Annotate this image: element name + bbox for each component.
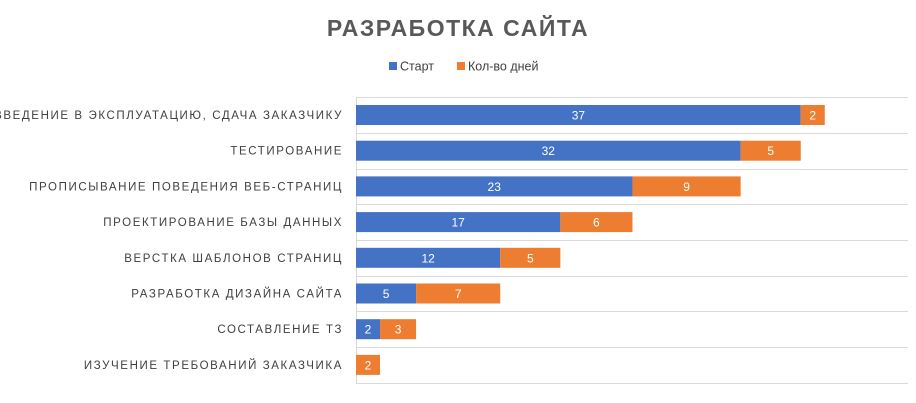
category-label-2: ПРОПИСЫВАНИЕ ПОВЕДЕНИЯ ВЕБ-СТРАНИЦ (29, 181, 343, 193)
bar-duration-1 (740, 140, 801, 161)
category-label-3: ПРОЕКТИРОВАНИЕ БАЗЫ ДАННЫХ (103, 217, 343, 229)
category-label-7: ИЗУЧЕНИЕ ТРЕБОВАНИЙ ЗАКАЗЧИКА (84, 359, 343, 372)
data-label-duration-2: 9 (683, 180, 690, 194)
bar-duration-0 (800, 105, 825, 125)
data-label-start-1: 32 (542, 144, 556, 158)
category-label-1: ТЕСТИРОВАНИЕ (230, 146, 343, 158)
bar-start-6 (356, 319, 381, 340)
data-label-duration-7: 2 (365, 358, 372, 372)
category-label-6: СОСТАВЛЕНИЕ ТЗ (217, 324, 343, 336)
bar-duration-2 (632, 176, 741, 197)
category-label-4: ВЕРСТКА ШАБЛОНОВ СТРАНИЦ (124, 253, 343, 265)
bars: 372325239176125572302 (353, 105, 825, 375)
bar-start-4 (356, 247, 501, 268)
data-label-start-2: 23 (488, 180, 502, 194)
legend-label-1: Кол-во дней (468, 60, 538, 74)
chart-title: РАЗРАБОТКА САЙТА (327, 14, 589, 41)
data-label-duration-6: 3 (395, 323, 402, 337)
bar-duration-5 (416, 283, 501, 304)
bar-duration-7 (356, 354, 381, 375)
data-label-start-5: 5 (383, 287, 390, 301)
data-label-start-4: 12 (421, 251, 435, 265)
legend: Старт Кол-во дней (389, 60, 538, 74)
category-label-0: ВВЕДЕНИЕ В ЭКСПЛУАТАЦИЮ, СДАЧА ЗАКАЗЧИКУ (0, 110, 343, 122)
data-label-duration-1: 5 (767, 144, 774, 158)
bar-duration-4 (500, 247, 561, 268)
bar-start-5 (356, 283, 417, 304)
gridlines (356, 97, 908, 384)
data-label-duration-5: 7 (455, 287, 462, 301)
bar-start-1 (356, 140, 741, 161)
legend-swatch-1 (457, 62, 465, 70)
bar-start-0 (356, 105, 801, 125)
legend-label-0: Старт (400, 60, 434, 74)
category-label-5: РАЗРАБОТКА ДИЗАЙНА САЙТА (131, 288, 343, 301)
bar-start-3 (356, 212, 561, 233)
data-label-duration-3: 6 (593, 216, 600, 230)
data-label-start-6: 2 (365, 323, 372, 337)
bar-start-2 (356, 176, 633, 197)
data-label-duration-4: 5 (527, 251, 534, 265)
data-label-duration-0: 2 (809, 109, 816, 123)
bar-duration-3 (560, 212, 633, 233)
data-label-start-0: 37 (572, 109, 586, 123)
category-labels: ВВЕДЕНИЕ В ЭКСПЛУАТАЦИЮ, СДАЧА ЗАКАЗЧИКУ… (0, 110, 343, 372)
legend-swatch-0 (389, 62, 397, 70)
data-label-start-3: 17 (451, 216, 465, 230)
bar-duration-6 (380, 319, 417, 340)
